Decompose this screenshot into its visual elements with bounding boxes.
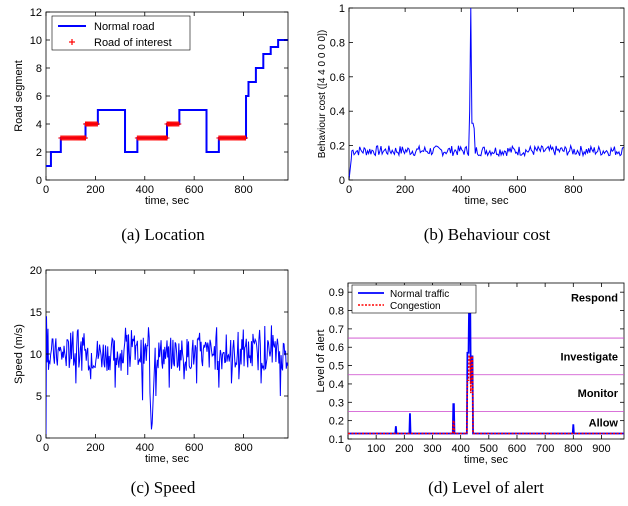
y-tick-label: 0.8	[330, 37, 345, 49]
y-axis-label: Level of alert	[315, 330, 327, 393]
y-tick-label: 0.6	[329, 342, 344, 354]
y-tick-label: 5	[36, 391, 42, 403]
x-tick-label: 200	[395, 443, 413, 455]
y-tick-label: 6	[36, 91, 42, 103]
figure-caption: (d) Level of alert	[428, 478, 544, 497]
series-road-of-interest	[134, 135, 170, 141]
series-normal-road	[46, 39, 288, 167]
x-tick-label: 900	[592, 443, 610, 455]
y-tick-label: 0.4	[330, 106, 345, 118]
x-tick-label: 200	[86, 184, 104, 196]
chart-b: 0 200 400 600 800 0 0.2 0.4 0.6 0.8 1 time, sec Beha…	[317, 3, 625, 244]
x-tick-label: 800	[564, 184, 582, 196]
y-tick-label: 0.2	[330, 141, 345, 153]
y-tick-label: 12	[30, 7, 42, 19]
figure-caption: (c) Speed	[131, 478, 196, 497]
y-tick-label: 8	[36, 63, 42, 75]
y-tick-label: 20	[30, 265, 42, 277]
x-tick-label: 0	[43, 184, 49, 196]
chart-c: 0 200 400 600 800 0 5 10 15 20 time, sec Speed (m/s…	[13, 265, 289, 497]
figure-caption: (b) Behaviour cost	[424, 225, 551, 244]
x-tick-label: 600	[508, 184, 526, 196]
x-tick-label: 0	[346, 184, 352, 196]
y-tick-label: 0	[36, 433, 42, 445]
y-tick-label: 2	[36, 147, 42, 159]
y-axis-label: Road segment	[13, 60, 25, 132]
figure-caption: (a) Location	[121, 225, 205, 244]
y-tick-label: 0.6	[330, 72, 345, 84]
data-layer	[349, 8, 624, 180]
y-tick-label: 0.7	[329, 324, 344, 336]
series-road-of-interest	[83, 121, 100, 127]
zone-label: Respond	[571, 293, 618, 305]
x-tick-label: 500	[480, 443, 498, 455]
legend: Normal road Road of interest	[51, 15, 191, 51]
data-layer	[46, 39, 288, 167]
data-layer	[348, 304, 624, 435]
x-tick-label: 200	[86, 442, 104, 454]
y-tick-label: 0.5	[329, 361, 344, 373]
series-road-of-interest	[58, 135, 89, 141]
zone-label: Monitor	[578, 388, 619, 400]
x-tick-label: 100	[367, 443, 385, 455]
data-layer	[46, 316, 288, 438]
y-tick-label: 10	[30, 349, 42, 361]
chart-a: 0 200 400 600 800 0 2 4 6 8 10 12 time, sec Road segm…	[13, 7, 289, 244]
x-tick-label: 0	[345, 443, 351, 455]
y-tick-label: 10	[30, 35, 42, 47]
x-axis-label: time, sec	[464, 195, 509, 207]
series-behaviour-cost	[349, 8, 624, 180]
y-tick-label: 4	[36, 119, 42, 131]
y-tick-label: 0	[339, 175, 345, 187]
x-tick-label: 300	[423, 443, 441, 455]
legend-label: Normal traffic	[390, 289, 449, 300]
x-tick-label: 0	[43, 442, 49, 454]
y-tick-label: 0.8	[329, 306, 344, 318]
x-tick-label: 800	[564, 443, 582, 455]
y-tick-label: 0.3	[329, 397, 344, 409]
x-tick-label: 400	[452, 184, 470, 196]
series-road-of-interest	[216, 135, 249, 141]
series-congestion	[348, 355, 624, 435]
y-tick-label: 0	[36, 175, 42, 187]
legend-label: Congestion	[390, 301, 441, 312]
y-tick-label: 0.9	[329, 287, 344, 299]
series-speed	[46, 316, 288, 438]
x-axis-label: time, sec	[145, 195, 190, 207]
y-tick-label: 1	[339, 3, 345, 15]
x-tick-label: 600	[185, 184, 203, 196]
series-road-of-interest	[164, 121, 182, 127]
zone-label: Allow	[589, 417, 619, 429]
x-tick-label: 800	[234, 442, 252, 454]
x-tick-label: 600	[185, 442, 203, 454]
legend-label: Road of interest	[94, 37, 172, 49]
legend-label: Normal road	[94, 21, 155, 33]
x-tick-label: 200	[396, 184, 414, 196]
y-tick-label: 0.1	[329, 434, 344, 446]
legend-box	[351, 284, 477, 314]
x-axis-label: time, sec	[145, 453, 190, 465]
y-axis-label: Behaviour cost ([4 4 0 0 0 0])	[317, 30, 328, 158]
x-tick-label: 600	[508, 443, 526, 455]
y-tick-label: 15	[30, 307, 42, 319]
chart-d: 0 100 200 300 400 500 600 700 800 900 0.1 0.2 0.3 0.4…	[315, 282, 625, 497]
y-tick-label: 0.4	[329, 379, 344, 391]
x-tick-label: 400	[451, 443, 469, 455]
x-tick-label: 400	[136, 442, 154, 454]
x-tick-label: 700	[536, 443, 554, 455]
y-tick-label: 0.2	[329, 416, 344, 428]
x-tick-label: 800	[234, 184, 252, 196]
y-axis-label: Speed (m/s)	[13, 324, 25, 384]
legend-box	[51, 15, 191, 51]
x-tick-label: 400	[136, 184, 154, 196]
zone-label: Investigate	[561, 351, 618, 363]
x-axis-label: time, sec	[464, 454, 509, 466]
